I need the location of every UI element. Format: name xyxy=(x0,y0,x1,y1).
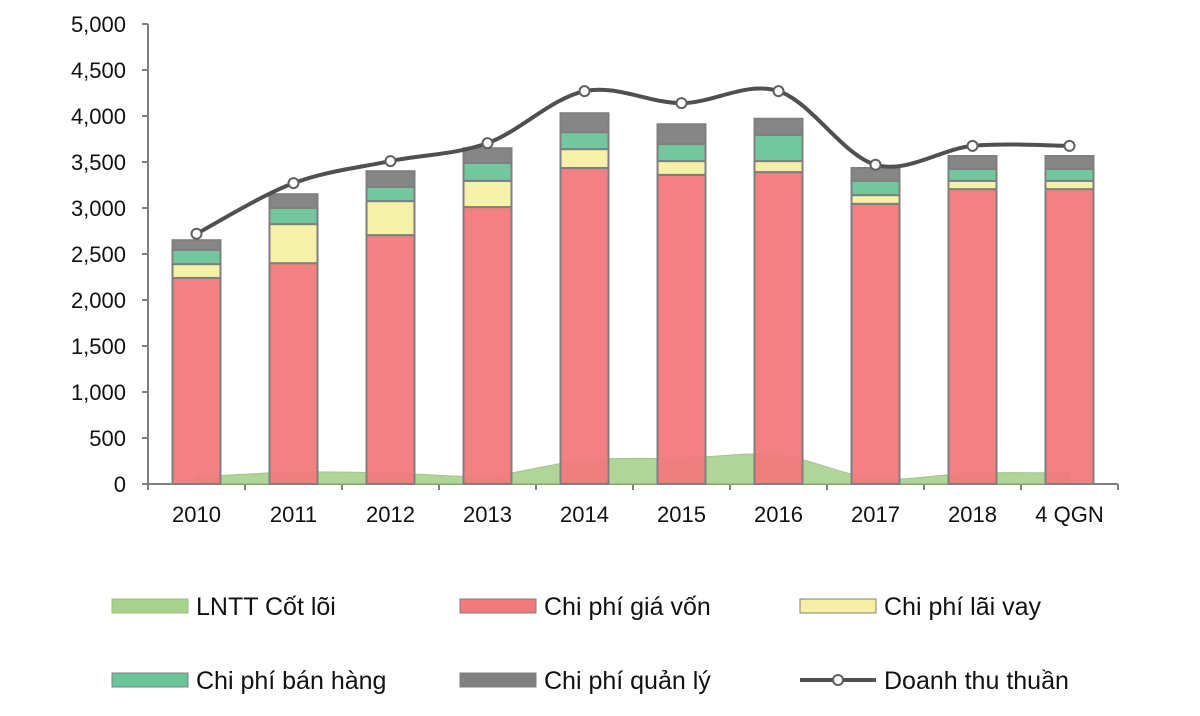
bar-segment xyxy=(365,200,416,237)
legend-swatch xyxy=(459,598,537,614)
x-tick-label: 2018 xyxy=(948,502,997,527)
line-point xyxy=(1063,139,1076,152)
legend-label: Doanh thu thuần xyxy=(884,667,1069,695)
bar-segment xyxy=(559,131,610,151)
legend-swatch xyxy=(111,672,189,688)
revenue-line xyxy=(190,85,1076,240)
line-point xyxy=(869,158,882,171)
bar-segment xyxy=(850,194,901,205)
bar-segment xyxy=(753,117,804,136)
y-tick-label: 2,000 xyxy=(71,288,126,313)
bar-segment xyxy=(268,193,319,209)
bar-segment xyxy=(462,179,513,209)
bar-segment xyxy=(559,148,610,169)
bar-segment xyxy=(268,223,319,265)
legend-label: Chi phí quản lý xyxy=(544,667,711,695)
bar-segment xyxy=(656,143,707,163)
bar-segment xyxy=(365,234,416,485)
bar-segment xyxy=(1044,188,1095,485)
bar-segment xyxy=(947,167,998,182)
bar-segment xyxy=(365,170,416,188)
x-tick-label: 2011 xyxy=(270,502,317,527)
legend: LNTT Cốt lõi Chi phí giá vốn Chi phí lãi v… xyxy=(111,593,1069,695)
bar-segment xyxy=(947,188,998,485)
y-tick-label: 0 xyxy=(114,472,126,497)
line-point xyxy=(772,85,785,98)
bars xyxy=(171,112,1095,486)
bar-segment xyxy=(171,239,222,251)
bar-segment xyxy=(1044,155,1095,170)
legend-label: Chi phí giá vốn xyxy=(544,593,711,621)
x-tick-label: 2014 xyxy=(560,502,609,527)
x-axis: 2010 2011 2012 2013 2014 2015 2016 2017 2018 4 QG… xyxy=(147,483,1119,527)
y-tick-label: 3,000 xyxy=(71,196,126,221)
bar-segment xyxy=(947,179,998,191)
y-tick-label: 1,000 xyxy=(71,380,126,405)
y-tick-label: 4,500 xyxy=(71,58,126,83)
bar-segment xyxy=(365,185,416,203)
y-tick-label: 3,500 xyxy=(71,150,126,175)
legend-label: Chi phí lãi vay xyxy=(884,593,1042,621)
bar-segment xyxy=(947,155,998,170)
bar-segment xyxy=(462,161,513,182)
bar-segment xyxy=(268,262,319,486)
legend-swatch xyxy=(459,672,537,688)
area-lntt-cot-loi xyxy=(196,453,1070,485)
bar-segment xyxy=(850,179,901,197)
bar-segment xyxy=(656,160,707,176)
x-tick-label: 2010 xyxy=(172,502,221,527)
line-point xyxy=(481,137,494,150)
y-tick-label: 4,000 xyxy=(71,104,126,129)
y-axis: 0 500 1,000 1,500 2,000 2,500 3,000 3,500 4,000 4… xyxy=(71,12,149,497)
bar-segment xyxy=(559,166,610,485)
line-point xyxy=(190,227,203,240)
line-point xyxy=(287,177,300,190)
bar-segment xyxy=(656,173,707,485)
bar-segment xyxy=(171,263,222,279)
x-tick-label: 2017 xyxy=(851,502,900,527)
legend-label: Chi phí bán hàng xyxy=(196,667,386,695)
y-tick-label: 500 xyxy=(89,426,126,451)
bar-segment xyxy=(1044,167,1095,182)
x-tick-label: 2015 xyxy=(657,502,706,527)
line-point xyxy=(384,155,397,168)
y-tick-label: 2,500 xyxy=(71,242,126,267)
bar-segment xyxy=(1044,179,1095,191)
bar-segment xyxy=(753,133,804,163)
x-tick-label: 2016 xyxy=(754,502,803,527)
line-point xyxy=(966,139,979,152)
legend-swatch xyxy=(799,598,877,614)
legend-marker xyxy=(832,674,844,686)
bar-segment xyxy=(171,248,222,266)
bar-segment xyxy=(559,112,610,134)
lntt-area xyxy=(196,453,1070,485)
bar-segment xyxy=(462,206,513,486)
y-tick-label: 1,500 xyxy=(71,334,126,359)
bar-segment xyxy=(171,276,222,486)
bar-segment xyxy=(462,147,513,164)
line-point xyxy=(578,85,591,98)
x-tick-label: 2012 xyxy=(366,502,415,527)
bar-segment xyxy=(753,171,804,485)
legend-label: LNTT Cốt lõi xyxy=(196,593,336,621)
y-tick-label: 5,000 xyxy=(71,12,126,37)
line-doanh-thu-thuan xyxy=(195,86,1070,236)
bar-segment xyxy=(656,123,707,146)
bar-segment xyxy=(850,202,901,486)
legend-swatch xyxy=(111,598,189,614)
bar-segment xyxy=(753,160,804,174)
x-tick-label: 4 QGN xyxy=(1035,502,1103,527)
line-point xyxy=(675,97,688,110)
bar-segment xyxy=(268,207,319,226)
x-tick-label: 2013 xyxy=(463,502,512,527)
